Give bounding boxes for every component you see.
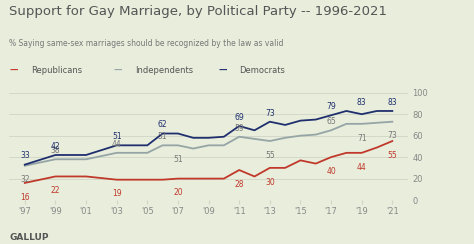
Text: 16: 16 — [20, 193, 29, 202]
Text: 38: 38 — [51, 146, 60, 155]
Text: Support for Gay Marriage, by Political Party -- 1996-2021: Support for Gay Marriage, by Political P… — [9, 5, 387, 18]
Text: 55: 55 — [265, 151, 275, 160]
Text: —: — — [218, 66, 227, 75]
Text: —: — — [9, 66, 18, 75]
Text: 30: 30 — [265, 178, 275, 187]
Text: 44: 44 — [112, 140, 121, 149]
Text: 28: 28 — [235, 180, 244, 189]
Text: % Saying same-sex marriages should be recognized by the law as valid: % Saying same-sex marriages should be re… — [9, 39, 284, 48]
Text: 51: 51 — [112, 132, 121, 141]
Text: 51: 51 — [173, 155, 183, 164]
Text: 71: 71 — [357, 133, 366, 142]
Text: 65: 65 — [326, 117, 336, 126]
Text: 44: 44 — [357, 163, 366, 172]
Text: 32: 32 — [20, 175, 29, 184]
Text: —: — — [114, 66, 122, 75]
Text: 69: 69 — [234, 113, 244, 122]
Text: Independents: Independents — [135, 66, 193, 75]
Text: 42: 42 — [51, 142, 60, 151]
Text: 83: 83 — [357, 98, 366, 107]
Text: GALLUP: GALLUP — [9, 233, 49, 242]
Text: 73: 73 — [387, 132, 397, 141]
Text: 83: 83 — [388, 98, 397, 107]
Text: 59: 59 — [234, 123, 244, 132]
Text: 55: 55 — [387, 151, 397, 160]
Text: 40: 40 — [326, 167, 336, 176]
Text: Republicans: Republicans — [31, 66, 82, 75]
Text: 19: 19 — [112, 189, 121, 198]
Text: 79: 79 — [326, 102, 336, 111]
Text: 62: 62 — [158, 120, 167, 129]
Text: 20: 20 — [173, 188, 183, 197]
Text: 22: 22 — [51, 186, 60, 195]
Text: 33: 33 — [20, 152, 30, 161]
Text: 51: 51 — [158, 132, 167, 141]
Text: 73: 73 — [265, 109, 275, 118]
Text: Democrats: Democrats — [239, 66, 285, 75]
